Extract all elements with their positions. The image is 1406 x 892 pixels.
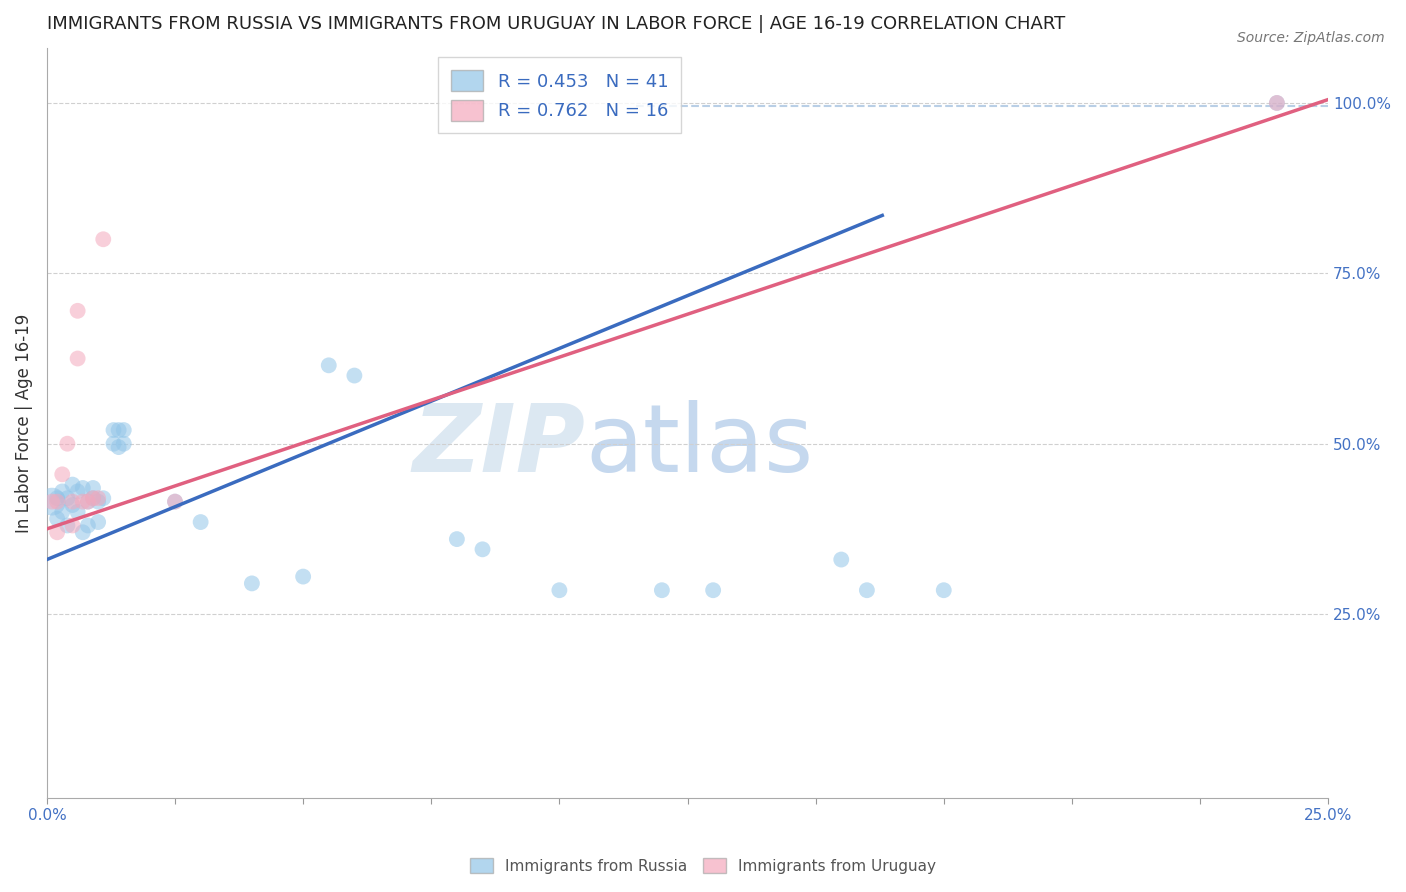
Text: atlas: atlas (585, 400, 813, 491)
Point (51, 505, 73, 519)
Point (62, 498, 84, 512)
Point (46, 525, 69, 540)
Point (82, 491, 104, 506)
Point (77, 518, 100, 533)
Point (91, 232, 114, 246)
Point (107, 440, 129, 454)
Point (56, 518, 79, 533)
Point (87, 515, 110, 529)
Point (66, 505, 89, 519)
Point (343, 368, 366, 383)
Point (103, 423, 125, 437)
Text: IMMIGRANTS FROM RUSSIA VS IMMIGRANTS FROM URUGUAY IN LABOR FORCE | AGE 16-19 COR: IMMIGRANTS FROM RUSSIA VS IMMIGRANTS FRO… (46, 15, 1066, 33)
Point (112, 436, 135, 450)
Point (62, 494, 84, 508)
Point (56, 436, 79, 450)
Point (82, 481, 104, 495)
Point (46, 511, 69, 525)
Point (702, 583, 724, 598)
Point (1265, 95, 1288, 110)
Point (51, 467, 73, 482)
Point (651, 583, 673, 598)
Text: Source: ZipAtlas.com: Source: ZipAtlas.com (1237, 31, 1385, 45)
Point (240, 576, 263, 591)
Point (51, 484, 73, 499)
Point (932, 583, 955, 598)
Point (91, 491, 114, 506)
Point (112, 423, 135, 437)
Point (87, 491, 110, 506)
Point (471, 542, 494, 557)
Point (82, 491, 104, 506)
Point (46, 491, 69, 506)
Point (103, 436, 125, 450)
Point (41, 494, 63, 508)
Point (62, 518, 84, 533)
Point (190, 515, 212, 529)
Point (72, 525, 94, 540)
Point (856, 583, 879, 598)
Point (66, 303, 89, 318)
Point (72, 494, 94, 508)
Point (66, 351, 89, 366)
Point (163, 494, 186, 508)
Point (72, 481, 94, 495)
Legend: R = 0.453   N = 41, R = 0.762   N = 16: R = 0.453 N = 41, R = 0.762 N = 16 (437, 57, 681, 134)
Point (46, 494, 69, 508)
Point (41, 494, 63, 508)
Point (548, 583, 571, 598)
Point (163, 494, 186, 508)
Point (87, 494, 110, 508)
Point (292, 569, 315, 583)
Y-axis label: In Labor Force | Age 16-19: In Labor Force | Age 16-19 (15, 314, 32, 533)
Point (77, 494, 100, 508)
Point (107, 423, 129, 437)
Text: ZIP: ZIP (412, 400, 585, 491)
Point (77, 494, 100, 508)
Point (1265, 95, 1288, 110)
Legend: Immigrants from Russia, Immigrants from Uruguay: Immigrants from Russia, Immigrants from … (464, 852, 942, 880)
Point (62, 477, 84, 491)
Point (318, 359, 340, 373)
Point (56, 491, 79, 506)
Point (446, 532, 468, 546)
Point (830, 552, 852, 566)
Point (66, 484, 89, 499)
